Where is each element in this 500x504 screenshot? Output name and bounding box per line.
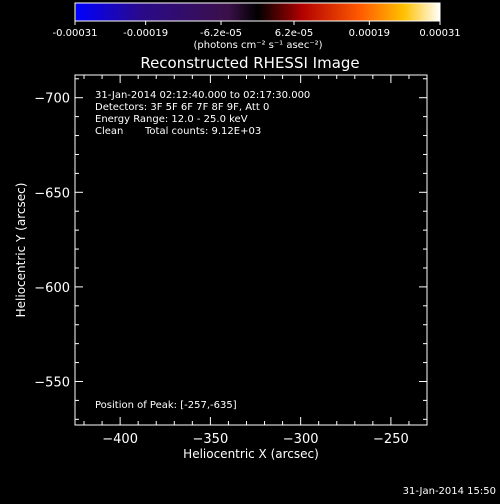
colorbar-tick-labels: -0.00031 -0.00019 -6.2e-05 6.2e-05 0.00019 0.… xyxy=(53,28,461,39)
y-tick-label: −650 xyxy=(34,186,70,201)
y-tick-label: −700 xyxy=(34,92,70,107)
annotation-detectors: Detectors: 3F 5F 6F 7F 8F 9F, Att 0 xyxy=(95,102,269,113)
y-axis-ticks: −550 −600 −650 −700 xyxy=(34,78,427,420)
footer-timestamp: 31-Jan-2014 15:50 xyxy=(403,486,496,497)
x-tick-label: −400 xyxy=(102,432,138,447)
y-tick-label: −550 xyxy=(34,375,70,390)
colorbar-tick-label: 0.00031 xyxy=(419,28,460,39)
y-axis-label: Heliocentric Y (arcsec) xyxy=(14,183,28,318)
x-tick-label: −300 xyxy=(283,432,319,447)
colorbar-tick-label: -0.00019 xyxy=(123,28,168,39)
colorbar-frame xyxy=(74,2,441,22)
y-tick-label: −600 xyxy=(34,281,70,296)
colorbar-ticks xyxy=(74,21,441,25)
colorbar-tick-label: 6.2e-05 xyxy=(275,28,313,39)
annotation-total-counts: Total counts: 9.12E+03 xyxy=(144,126,261,137)
colorbar-unit-label: (photons cm⁻² s⁻¹ asec⁻²) xyxy=(193,40,322,51)
annotation-energy-range: Energy Range: 12.0 - 25.0 keV xyxy=(95,114,248,125)
annotation-peak-position: Position of Peak: [-257,-635] xyxy=(95,400,237,411)
colorbar-tick-label: 0.00019 xyxy=(349,28,390,39)
annotation-time-range: 31-Jan-2014 02:12:40.000 to 02:17:30.000 xyxy=(95,90,310,101)
colorbar-tick-label: -6.2e-05 xyxy=(200,28,242,39)
x-axis-label: Heliocentric X (arcsec) xyxy=(183,447,319,461)
chart-title: Reconstructed RHESSI Image xyxy=(140,54,359,72)
x-tick-label: −350 xyxy=(193,432,229,447)
plot-frame xyxy=(74,74,428,426)
annotation-block: 31-Jan-2014 02:12:40.000 to 02:17:30.000… xyxy=(95,90,310,411)
x-axis-ticks: −400 −350 −300 −250 xyxy=(83,75,428,447)
annotation-method: Clean xyxy=(95,126,123,137)
colorbar-tick-label: -0.00031 xyxy=(53,28,98,39)
x-tick-label: −250 xyxy=(373,432,409,447)
colorbar xyxy=(75,3,440,21)
